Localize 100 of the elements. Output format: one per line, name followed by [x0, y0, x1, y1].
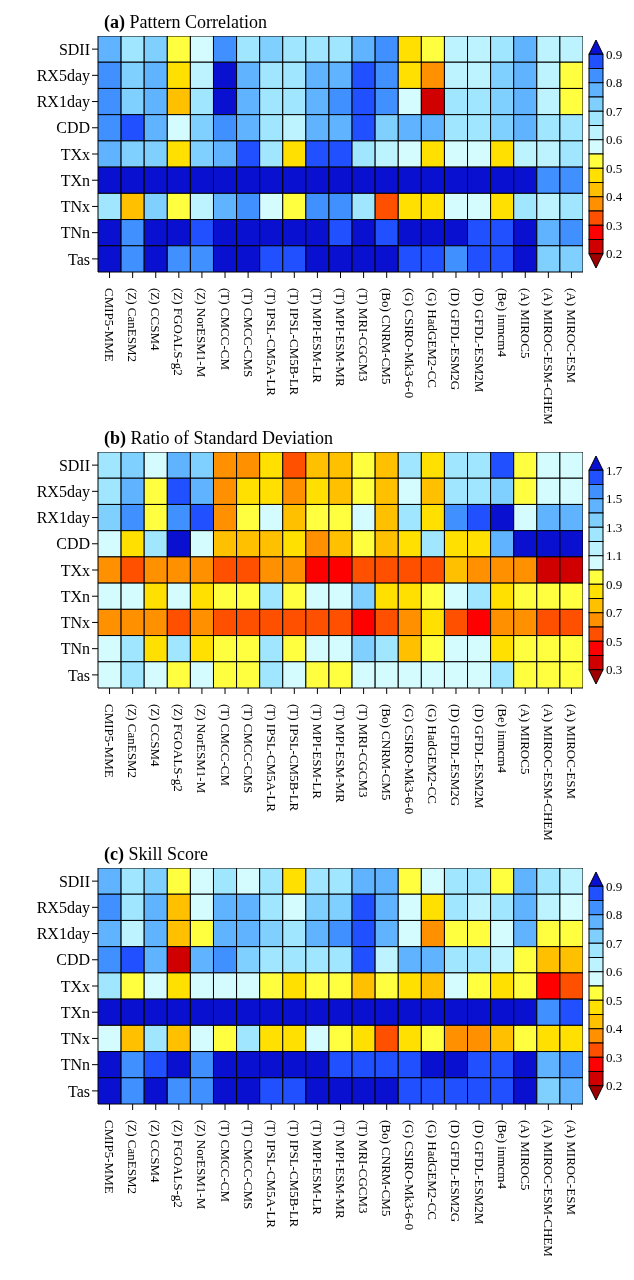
x-tick-label: (T) CMCC-CM: [217, 704, 233, 787]
x-tick-label: (T) MPI-ESM-MR: [333, 704, 348, 803]
x-tick-label: (T) MPI-ESM-LR: [309, 1120, 325, 1216]
color-bar-label: 0.6: [606, 964, 623, 980]
x-tick-label: (G) HadGEM2-CC: [425, 288, 441, 389]
y-tick-label: RX1day: [36, 93, 90, 112]
x-tick-label: (Z) CanESM2: [125, 704, 141, 779]
x-tick-label: (Bo) CNRM-CM5: [379, 1120, 395, 1217]
x-tick-label: (A) MIROC-ESM: [563, 1120, 579, 1216]
x-tick-label: (A) MIROC-ESM-CHEM: [540, 288, 556, 426]
y-tick-label: TXn: [60, 587, 90, 605]
y-tick-label: SDII: [58, 872, 90, 890]
color-bar-label: 0.4: [606, 1021, 623, 1037]
x-tick-label: (A) MIROC5: [517, 288, 533, 359]
x-tick-label: (Be) inmcm4: [494, 704, 510, 774]
x-tick-label: (Z) NorESM1-M: [194, 704, 210, 794]
x-tick-label: (G) HadGEM2-CC: [425, 704, 441, 805]
x-tick-label: (A) MIROC5: [517, 704, 533, 775]
x-tick-label: (G) CSIRO-Mk3-6-0: [402, 288, 418, 399]
color-bar-label: 0.7: [606, 103, 623, 119]
y-tick-label: TNx: [60, 1030, 90, 1048]
x-tick-label: (D) GFDL-ESM2M: [471, 1120, 487, 1225]
color-bar-label: 0.9: [606, 576, 623, 592]
color-bar-label: 0.9: [606, 46, 623, 62]
x-tick-label: (T) IPSL-CM5A-LR: [263, 704, 279, 813]
x-tick-label: (T) MPI-ESM-MR: [333, 288, 348, 387]
x-tick-label: (Bo) CNRM-CM5: [379, 704, 395, 801]
y-tick-label: Tas: [68, 250, 90, 268]
y-tick-label: TXx: [60, 977, 90, 995]
x-tick-label: (T) MRI-CGCM3: [356, 288, 372, 382]
color-bar-label: 0.9: [606, 878, 623, 894]
x-tick-label: (T) MRI-CGCM3: [356, 704, 372, 798]
x-tick-label: (T) IPSL-CM5B-LR: [286, 1120, 302, 1228]
color-bar-label: 0.6: [606, 132, 623, 148]
color-bar-label: 1.5: [606, 491, 623, 507]
color-bar-label: 0.3: [606, 217, 623, 233]
color-bar-label: 0.5: [606, 160, 623, 176]
x-tick-label: (Z) FGOALS-g2: [171, 288, 187, 376]
x-tick-label: (Z) FGOALS-g2: [171, 1120, 187, 1208]
y-tick-label: CDD: [56, 119, 90, 137]
x-tick-label: (Be) inmcm4: [494, 1120, 510, 1190]
y-tick-label: TXx: [60, 145, 90, 163]
x-tick-label: (A) MIROC5: [517, 1120, 533, 1191]
x-tick-label: (A) MIROC-ESM-CHEM: [540, 1120, 556, 1258]
y-tick-label: Tas: [68, 1082, 90, 1100]
x-tick-label: (Z) CanESM2: [125, 1120, 141, 1195]
y-tick-label: SDII: [58, 456, 90, 474]
x-tick-label: (G) CSIRO-Mk3-6-0: [402, 1120, 418, 1231]
x-tick-label: (A) MIROC-ESM-CHEM: [540, 704, 556, 842]
y-tick-label: TNn: [60, 1056, 90, 1074]
x-tick-label: (T) IPSL-CM5A-LR: [263, 1120, 279, 1229]
y-tick-label: Tas: [68, 666, 90, 684]
y-tick-label: TXn: [60, 1003, 90, 1021]
x-tick-label: CMIP5-MME: [102, 288, 118, 362]
y-tick-label: RX1day: [36, 509, 90, 528]
x-tick-label: (Bo) CNRM-CM5: [379, 288, 395, 385]
y-tick-label: TXx: [60, 561, 90, 579]
x-tick-label: (A) MIROC-ESM: [563, 288, 579, 384]
chart-title: (a) Pattern Correlation: [104, 12, 267, 33]
y-tick-label: TNx: [60, 614, 90, 632]
color-bar-label: 0.3: [606, 662, 623, 678]
x-tick-label: (T) MRI-CGCM3: [356, 1120, 372, 1214]
x-tick-label: (Z) NorESM1-M: [194, 288, 210, 378]
x-tick-label: (Z) FGOALS-g2: [171, 704, 187, 792]
color-bar-label: 1.7: [606, 462, 623, 478]
color-bar-label: 0.2: [606, 246, 623, 262]
x-tick-label: (D) GFDL-ESM2G: [448, 1120, 464, 1223]
x-tick-label: (D) GFDL-ESM2G: [448, 288, 464, 391]
color-bar-label: 0.4: [606, 189, 623, 205]
x-tick-label: (A) MIROC-ESM: [563, 704, 579, 800]
y-tick-label: CDD: [56, 535, 90, 553]
y-tick-label: TNn: [60, 640, 90, 658]
y-tick-label: TNn: [60, 224, 90, 242]
chart-title: (c) Skill Score: [104, 844, 208, 865]
x-tick-label: (Z) CCSM4: [148, 288, 164, 351]
color-bar-label: 1.1: [606, 548, 623, 564]
x-tick-label: (G) HadGEM2-CC: [425, 1120, 441, 1221]
color-bar-label: 0.8: [606, 907, 623, 923]
color-bar-label: 0.5: [606, 633, 623, 649]
x-tick-label: (Z) CCSM4: [148, 1120, 164, 1183]
x-tick-label: (T) IPSL-CM5B-LR: [286, 704, 302, 812]
y-tick-label: RX5day: [36, 899, 90, 918]
color-bar-label: 0.2: [606, 1078, 623, 1094]
x-tick-label: (Z) CanESM2: [125, 288, 141, 363]
x-tick-label: (T) IPSL-CM5B-LR: [286, 288, 302, 396]
y-tick-label: RX1day: [36, 925, 90, 944]
x-tick-label: CMIP5-MME: [102, 704, 118, 778]
y-tick-label: TNx: [60, 198, 90, 216]
y-tick-label: CDD: [56, 951, 90, 969]
y-tick-label: RX5day: [36, 67, 90, 86]
x-tick-label: (T) CMCC-CM: [217, 288, 233, 371]
x-tick-label: (G) CSIRO-Mk3-6-0: [402, 704, 418, 815]
x-tick-label: (T) MPI-ESM-MR: [333, 1120, 348, 1219]
y-tick-label: SDII: [58, 40, 90, 58]
y-tick-label: RX5day: [36, 483, 90, 502]
color-bar-label: 0.3: [606, 1049, 623, 1065]
color-bar-label: 1.3: [606, 519, 623, 535]
x-tick-label: (Z) NorESM1-M: [194, 1120, 210, 1210]
x-tick-label: (T) CMCC-CMS: [240, 288, 256, 378]
x-tick-label: (Be) inmcm4: [494, 288, 510, 358]
